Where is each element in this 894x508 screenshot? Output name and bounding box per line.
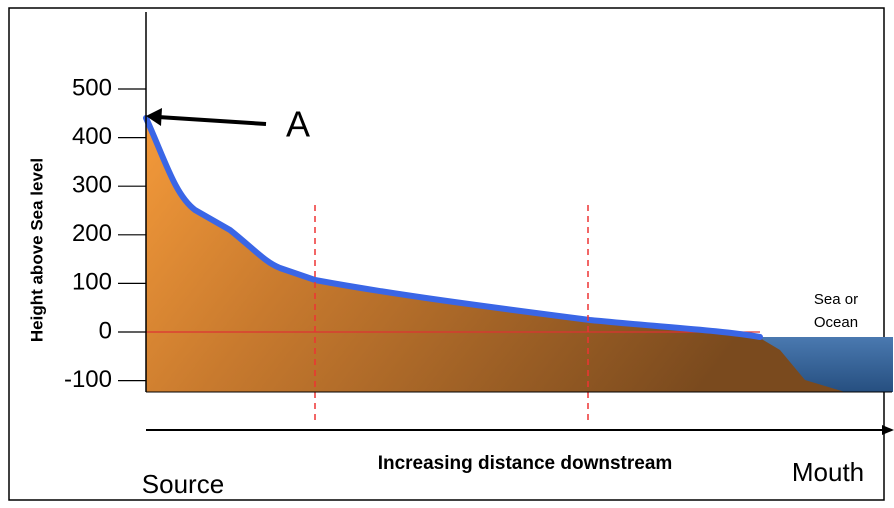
land-profile <box>146 118 845 392</box>
distance-arrowhead <box>882 425 894 435</box>
y-tick-label: 500 <box>72 74 112 101</box>
frame <box>9 8 884 500</box>
y-tick-label: 300 <box>72 172 112 199</box>
y-tick-label: 400 <box>72 123 112 150</box>
y-axis-label: Height above Sea level <box>27 158 46 342</box>
diagram: A Increasing distance downstream Source … <box>0 0 894 508</box>
marker-label: A <box>286 104 310 145</box>
source-label: Source <box>142 469 224 499</box>
y-tick-label: 0 <box>99 317 112 344</box>
marker-arrow <box>158 117 266 124</box>
sea-label: Sea or <box>814 291 858 308</box>
y-tick-label: 100 <box>72 269 112 296</box>
sea-label: Ocean <box>814 314 858 331</box>
x-axis-label: Increasing distance downstream <box>378 453 673 474</box>
page: A Increasing distance downstream Source … <box>0 0 894 508</box>
mouth-label: Mouth <box>792 457 864 487</box>
y-tick-label: -100 <box>64 366 112 393</box>
y-tick-label: 200 <box>72 220 112 247</box>
